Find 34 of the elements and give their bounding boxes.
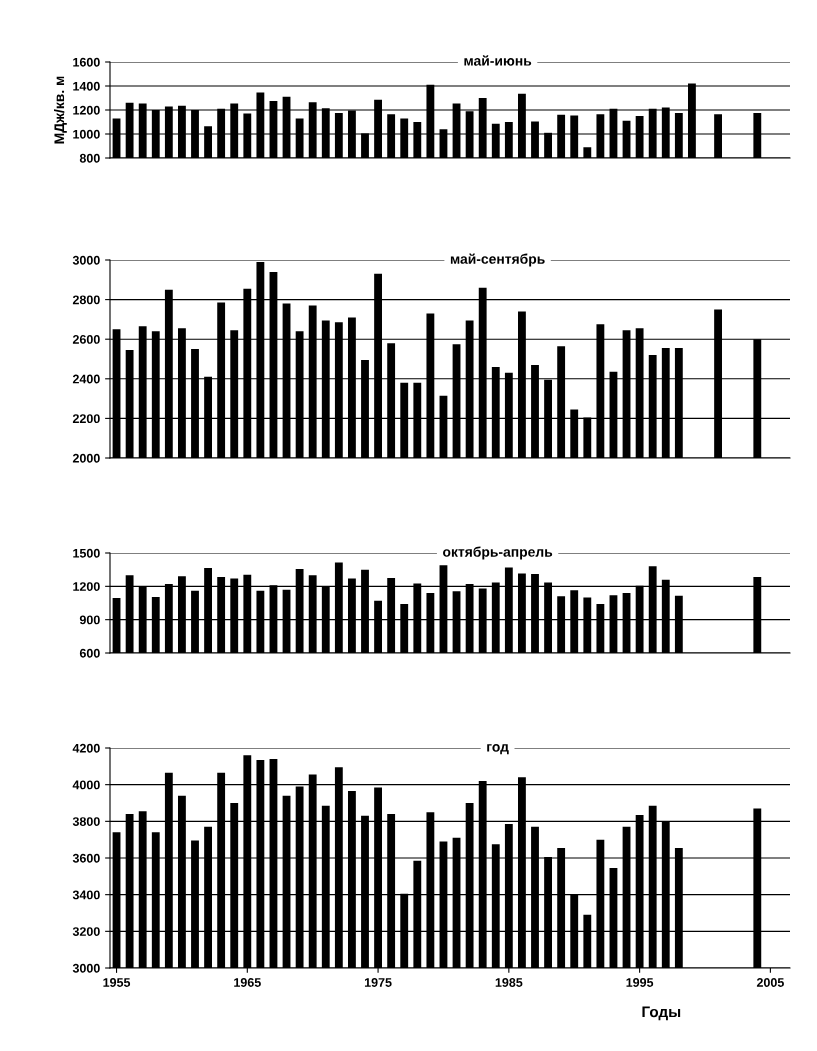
y-tick-label: 1400 — [73, 81, 100, 91]
x-tick-label: 1955 — [103, 978, 131, 987]
y-axis-title: МДж/кв. м — [53, 76, 67, 144]
y-tick-label: 1200 — [73, 105, 100, 115]
y-tick-label: 4200 — [72, 743, 100, 753]
x-tick-label: 1995 — [626, 978, 654, 987]
y-tick-label: 3600 — [72, 853, 100, 863]
y-tick-label: 2000 — [72, 453, 100, 463]
y-tick-label: 900 — [79, 615, 100, 625]
x-axis-title: Годы — [642, 1006, 681, 1021]
x-tick-label: 2005 — [756, 978, 784, 987]
x-tick-label: 1975 — [364, 978, 392, 987]
y-tick-label: 2400 — [72, 374, 100, 384]
y-tick-label: 4000 — [72, 780, 100, 790]
y-tick-label: 3200 — [72, 927, 100, 936]
y-tick-label: 3400 — [72, 890, 100, 900]
y-tick-label: 1000 — [73, 129, 100, 139]
y-tick-label: 2600 — [72, 335, 100, 344]
y-tick-label: 1200 — [73, 582, 100, 591]
chart-title: май-сентябрь — [450, 253, 545, 267]
chart-title: октябрь-апрель — [443, 546, 553, 560]
x-tick-label: 1965 — [234, 978, 261, 987]
y-tick-label: 600 — [79, 648, 100, 658]
y-tick-label: 800 — [79, 153, 100, 163]
y-tick-label: 2200 — [72, 414, 100, 424]
y-tick-label: 1600 — [73, 57, 100, 67]
chart-title: май-июнь — [464, 55, 532, 66]
y-tick-label: 2800 — [72, 295, 100, 305]
chart-title: год — [487, 744, 509, 755]
y-tick-label: 3000 — [72, 255, 100, 265]
y-tick-label: 3800 — [72, 817, 100, 826]
y-tick-label: 1500 — [73, 548, 100, 558]
y-tick-label: 3000 — [72, 963, 100, 973]
x-tick-label: 1985 — [495, 978, 523, 987]
